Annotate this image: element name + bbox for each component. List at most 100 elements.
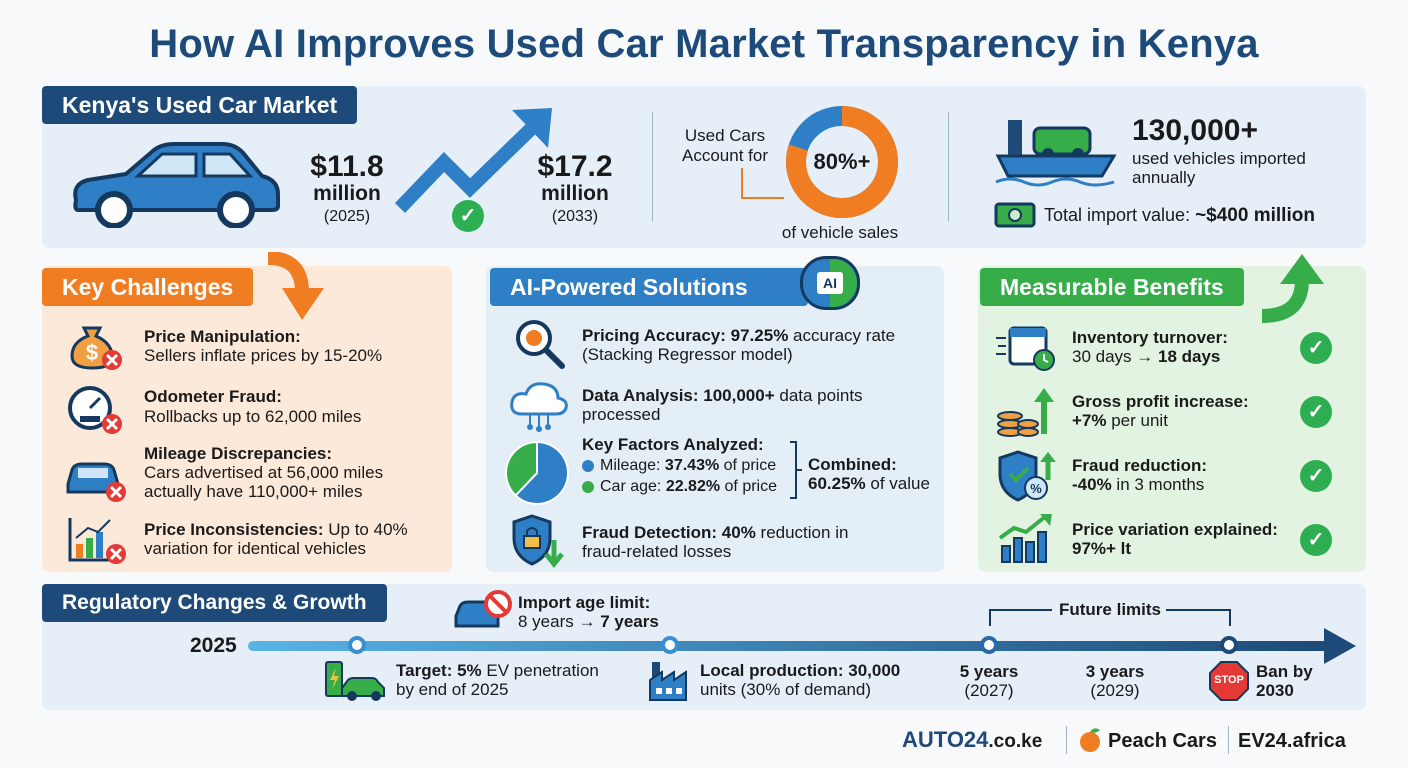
challenge-title-4: Price Inconsistencies:: [144, 520, 324, 539]
fraud-title: Fraud Detection: 40%: [582, 523, 756, 542]
age-legend-dot: [582, 481, 594, 493]
check-icon: ✓: [452, 200, 484, 232]
market-year-2033: (2033): [551, 208, 599, 225]
combined-title: Combined:: [808, 455, 897, 474]
ship-icon: [995, 120, 1117, 187]
market-unit-2033: million: [541, 182, 609, 205]
market-unit-2025: million: [313, 182, 381, 205]
check-icon: ✓: [1300, 460, 1332, 492]
ev-target-rest: EV penetration: [481, 661, 599, 680]
limit-2029-title: 3 years: [1085, 662, 1145, 681]
age-label: Car age:: [600, 478, 666, 495]
divider: [652, 112, 653, 222]
bar-growth-icon: [998, 514, 1052, 563]
leader-line: [741, 168, 784, 199]
odometer-icon: [68, 386, 122, 434]
pie-slice-age: [505, 440, 539, 497]
timeline-axis: [248, 628, 1356, 664]
ban-line1: Ban by: [1256, 662, 1313, 681]
data-rest: data points: [774, 386, 863, 405]
ban-line2: 2030: [1256, 681, 1294, 700]
ai-chip-label: AI: [817, 272, 843, 294]
share-value: 80%+: [813, 149, 871, 174]
share-caption: of vehicle sales: [781, 223, 899, 242]
share-label-1: Used Cars: [684, 126, 766, 145]
no-old-car-icon: [454, 590, 512, 628]
challenge-text-3b: actually have 110,000+ miles: [144, 482, 363, 501]
stop-sign-label: STOP: [1214, 674, 1244, 686]
import-limit-title: Import age limit:: [518, 593, 651, 612]
car-mileage-icon: [66, 462, 126, 502]
imports-line1: used vehicles imported: [1132, 149, 1306, 168]
divider: [1066, 726, 1067, 754]
calendar-clock-icon: [996, 326, 1055, 371]
challenge-title-1: Price Manipulation:: [144, 327, 301, 346]
shield-lock-icon: [512, 514, 564, 568]
factors-pie-chart: [505, 440, 569, 505]
share-label-2: Account for: [682, 146, 768, 165]
challenge-text-1: Sellers inflate prices by 15-20%: [144, 346, 383, 365]
pricing-title: Pricing Accuracy: 97.25%: [582, 326, 789, 345]
timeline-start-year: 2025: [190, 634, 237, 657]
check-icon: ✓: [1300, 396, 1332, 428]
benefit-2-after: per unit: [1106, 411, 1168, 430]
ev-target-title: Target: 5%: [396, 661, 482, 680]
brand-ev24[interactable]: EV24.africa: [1238, 730, 1346, 752]
solutions-panel: [486, 266, 944, 572]
timeline-marker: [661, 636, 679, 654]
challenge-text-2: Rollbacks up to 62,000 miles: [144, 407, 362, 426]
future-bracket: [989, 609, 1231, 626]
challenge-text-3: Cars advertised at 56,000 miles: [144, 463, 384, 482]
timeline-marker: [1220, 636, 1238, 654]
factors-title: Key Factors Analyzed:: [582, 435, 764, 454]
magnifier-icon: [516, 320, 565, 369]
brand-peach[interactable]: Peach Cars: [1108, 730, 1217, 752]
timeline-marker: [980, 636, 998, 654]
limit-2027-year: (2027): [964, 681, 1014, 700]
regulatory-heading: Regulatory Changes & Growth: [42, 584, 387, 622]
check-icon: ✓: [1300, 332, 1332, 364]
peach-logo-icon: [1080, 728, 1100, 752]
pricing-line1: Pricing Accuracy: 97.25% accuracy rate: [582, 326, 895, 346]
combined-rest: of value: [865, 474, 930, 493]
page-title: How AI Improves Used Car Market Transpar…: [149, 22, 1259, 66]
combined-bracket: [790, 441, 802, 499]
age-value: 22.82%: [665, 478, 721, 495]
benefit-title-1: Inventory turnover:: [1072, 328, 1228, 347]
benefit-title-4: Price variation explained:: [1072, 520, 1278, 539]
challenge-title-3: Mileage Discrepancies:: [144, 444, 333, 463]
ev-target-line2: by end of 2025: [396, 680, 509, 699]
fraud-rest: reduction in: [755, 523, 849, 542]
benefit-title-2: Gross profit increase:: [1072, 392, 1249, 411]
import-limit-after: 7 years: [600, 612, 659, 631]
benefits-heading: Measurable Benefits: [980, 268, 1244, 306]
brain-icon: AI: [800, 256, 860, 310]
benefit-3-after: in 3 months: [1111, 475, 1205, 494]
fraud-line1: Fraud Detection: 40% reduction in: [582, 523, 848, 543]
timeline-marker: [348, 636, 366, 654]
benefit-3-before: -40%: [1072, 475, 1112, 494]
pricing-line2: (Stacking Regressor model): [582, 345, 793, 364]
mileage-legend-dot: [582, 460, 594, 472]
data-title: Data Analysis: 100,000+: [582, 386, 775, 405]
pricing-rest: accuracy rate: [788, 326, 896, 345]
solutions-heading: AI-Powered Solutions: [490, 268, 808, 306]
pie-slice-mileage: [514, 440, 569, 505]
svg-text:$: $: [86, 340, 98, 365]
local-production-line2: units (30% of demand): [700, 680, 872, 699]
challenge-title-2: Odometer Fraud:: [144, 387, 282, 406]
challenges-heading: Key Challenges: [42, 268, 254, 306]
challenge-4-line1: Price Inconsistencies: Up to 40%: [144, 520, 408, 540]
up-arrow-icon: [1261, 254, 1324, 323]
import-value-label: Total import value:: [1044, 205, 1196, 225]
brand-auto24[interactable]: AUTO24.co.ke: [902, 728, 1042, 754]
cloud-data-icon: [510, 382, 568, 432]
benefit-line-2: +7% per unit: [1072, 411, 1168, 431]
shield-percent-icon: %: [998, 450, 1056, 502]
coins-growth-icon: [997, 388, 1054, 437]
mileage-line: Mileage: 37.43% of price: [600, 456, 776, 476]
benefit-1-after: 18 days: [1158, 347, 1221, 366]
money-icon: [994, 202, 1036, 228]
ev-charging-icon: [325, 661, 385, 701]
limit-2027-title: 5 years: [959, 662, 1019, 681]
